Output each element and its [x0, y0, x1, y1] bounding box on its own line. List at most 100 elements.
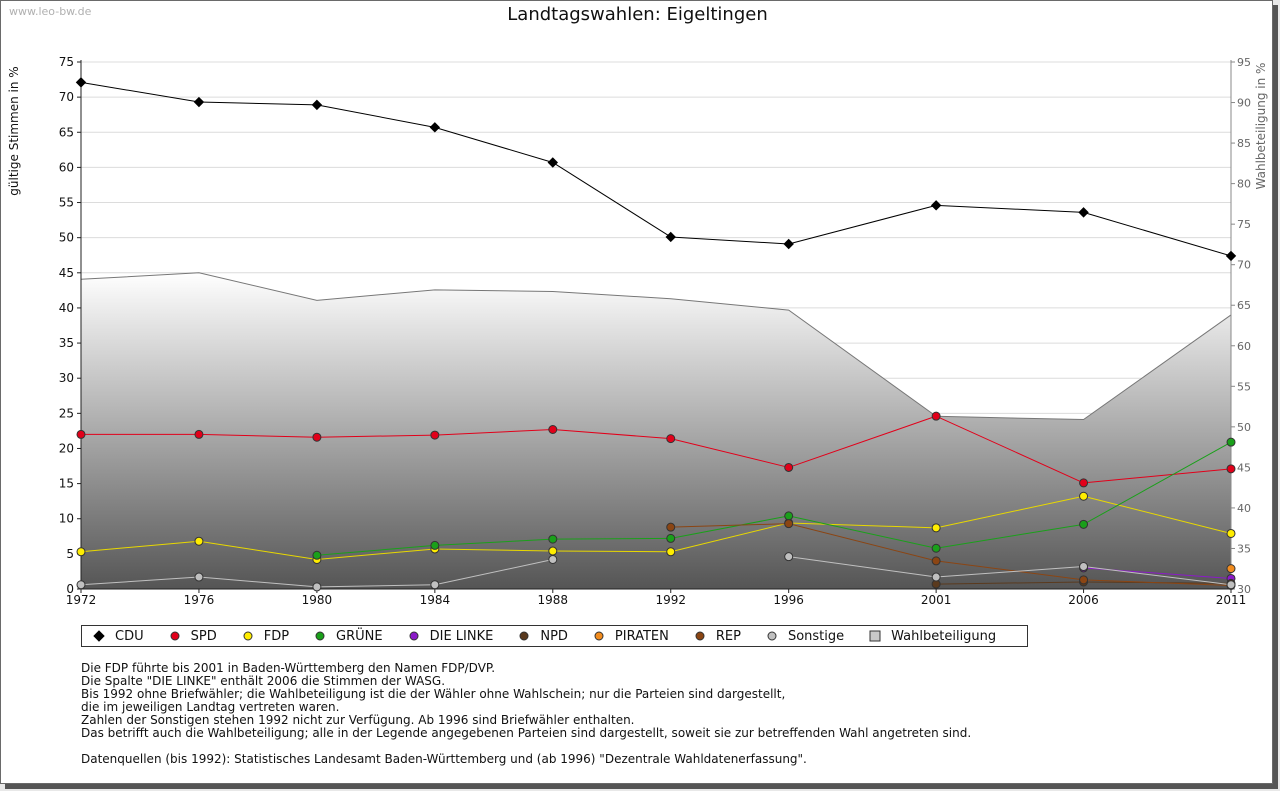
data-point-cdu	[665, 231, 676, 243]
y-tick-label-right: 45	[1237, 461, 1251, 474]
x-tick-label: 2006	[1068, 593, 1099, 607]
data-point-cdu	[1225, 250, 1237, 262]
legend-square	[869, 630, 881, 642]
turnout-line	[80, 272, 1232, 421]
legend-item-rep: REP	[692, 628, 741, 644]
x-tick-label: 1980	[302, 593, 333, 607]
legend-dot	[315, 631, 325, 641]
data-point-grüne	[666, 533, 676, 543]
legend-dot	[170, 631, 180, 641]
y-tick-label-left: 60	[59, 160, 74, 174]
data-point-grüne	[1079, 519, 1089, 529]
data-point-fdp	[666, 547, 676, 557]
legend-label: SPD	[190, 628, 217, 644]
x-tick-label: 1988	[538, 593, 569, 607]
legend-marker	[315, 631, 325, 641]
legend-dot	[409, 631, 419, 641]
legend-marker	[409, 631, 419, 641]
note-line: Datenquellen (bis 1992): Statistisches L…	[81, 752, 807, 766]
data-point-fdp	[76, 547, 86, 557]
y-tick-label-right: 75	[1237, 218, 1251, 231]
legend-marker	[93, 630, 105, 642]
legend-item-fdp: FDP	[240, 628, 289, 644]
y-tick-label-left: 10	[59, 512, 74, 526]
data-point-sonstige	[784, 552, 794, 562]
legend-label: REP	[715, 628, 741, 644]
note-line: Zahlen der Sonstigen stehen 1992 nicht z…	[81, 713, 635, 727]
line-segment-cdu	[80, 81, 200, 103]
line-segment-grüne	[316, 544, 435, 556]
y-tick-label-left: 45	[59, 266, 74, 280]
legend-marker	[869, 630, 881, 642]
y-tick-label-right: 55	[1237, 380, 1251, 393]
data-point-spd	[1226, 464, 1236, 474]
x-tick-label: 1984	[420, 593, 451, 607]
line-segment-spd	[788, 415, 937, 468]
legend-label: PIRATEN	[614, 628, 669, 644]
x-tick-label: 1992	[655, 593, 686, 607]
line-segment-grüne	[434, 538, 553, 546]
legend-label: Sonstige	[787, 628, 845, 644]
line-segment-sonstige	[434, 558, 553, 586]
line-segment-sonstige	[1083, 566, 1232, 586]
legend-diamond	[93, 630, 105, 642]
y-tick-label-right: 35	[1237, 542, 1251, 555]
data-point-fdp	[931, 523, 941, 533]
line-segment-sonstige	[936, 566, 1084, 578]
line-segment-fdp	[434, 548, 553, 552]
line-segment-spd	[1083, 468, 1232, 484]
legend: CDU SPD FDP GRÜNE DIE LINKE NPD PIRATEN REP Sons…	[81, 625, 1028, 647]
line-segment-fdp	[80, 540, 199, 553]
y-tick-label-left: 20	[59, 441, 74, 455]
x-tick-label: 1976	[184, 593, 215, 607]
data-point-fdp	[1079, 491, 1089, 501]
data-point-grüne	[931, 543, 941, 553]
line-segment-cdu	[788, 204, 937, 245]
data-point-spd	[194, 429, 204, 439]
line-segment-spd	[434, 428, 553, 436]
line-segment-fdp	[552, 550, 671, 553]
line-segment-fdp	[788, 522, 937, 529]
line-segment-cdu	[434, 126, 553, 163]
data-point-cdu	[311, 99, 323, 111]
notes: Die FDP führte bis 2001 in Baden-Württem…	[81, 662, 971, 766]
data-point-sonstige	[1226, 580, 1236, 590]
line-segment-cdu	[936, 204, 1084, 213]
legend-item-npd: NPD	[516, 628, 568, 644]
y-tick-label-left: 25	[59, 406, 74, 420]
line-segment-fdp	[1083, 495, 1232, 534]
x-tick-label: 2001	[921, 593, 952, 607]
y-tick-label-right: 90	[1237, 97, 1251, 110]
axes: 0 5 10 15 20 25 30 35 40 45 50 55 60 65 70 75 30 35 40 45 50…	[59, 55, 1251, 607]
legend-dot	[243, 631, 253, 641]
y-tick-label-left: 40	[59, 301, 74, 315]
x-tick-label: 1972	[66, 593, 97, 607]
data-point-spd	[312, 432, 322, 442]
line-segment-cdu	[316, 104, 435, 128]
legend-item-sonstige: Sonstige	[764, 628, 844, 644]
data-point-sonstige	[194, 572, 204, 582]
legend-item-spd: SPD	[167, 628, 217, 644]
data-point-grüne	[1226, 437, 1236, 447]
legend-label: GRÜNE	[336, 628, 383, 644]
data-point-sonstige	[1079, 562, 1089, 572]
note-line: Bis 1992 ohne Briefwähler; die Wahlbetei…	[81, 687, 786, 701]
line-segment-rep	[788, 523, 937, 562]
line-segment-rep	[936, 560, 1084, 581]
y-tick-label-right: 40	[1237, 502, 1251, 515]
line-segment-sonstige	[788, 556, 937, 578]
data-point-sonstige	[430, 580, 440, 590]
line-segment-sonstige	[198, 576, 317, 588]
data-point-piraten	[1226, 564, 1236, 574]
y-tick-label-right: 60	[1237, 340, 1251, 353]
legend-item-cdu: CDU	[91, 628, 144, 644]
legend-item-die-linke: DIE LINKE	[406, 628, 493, 644]
data-point-sonstige	[312, 582, 322, 592]
legend-dot	[767, 631, 777, 641]
election-chart: 0 5 10 15 20 25 30 35 40 45 50 55 60 65 70 75 30 35 40 45 50…	[59, 55, 1251, 607]
data-point-cdu	[75, 77, 87, 88]
data-point-fdp	[548, 546, 558, 556]
legend-label: Wahlbeteiligung	[891, 628, 997, 644]
data-point-rep	[1079, 575, 1089, 585]
legend-label: NPD	[540, 628, 568, 644]
